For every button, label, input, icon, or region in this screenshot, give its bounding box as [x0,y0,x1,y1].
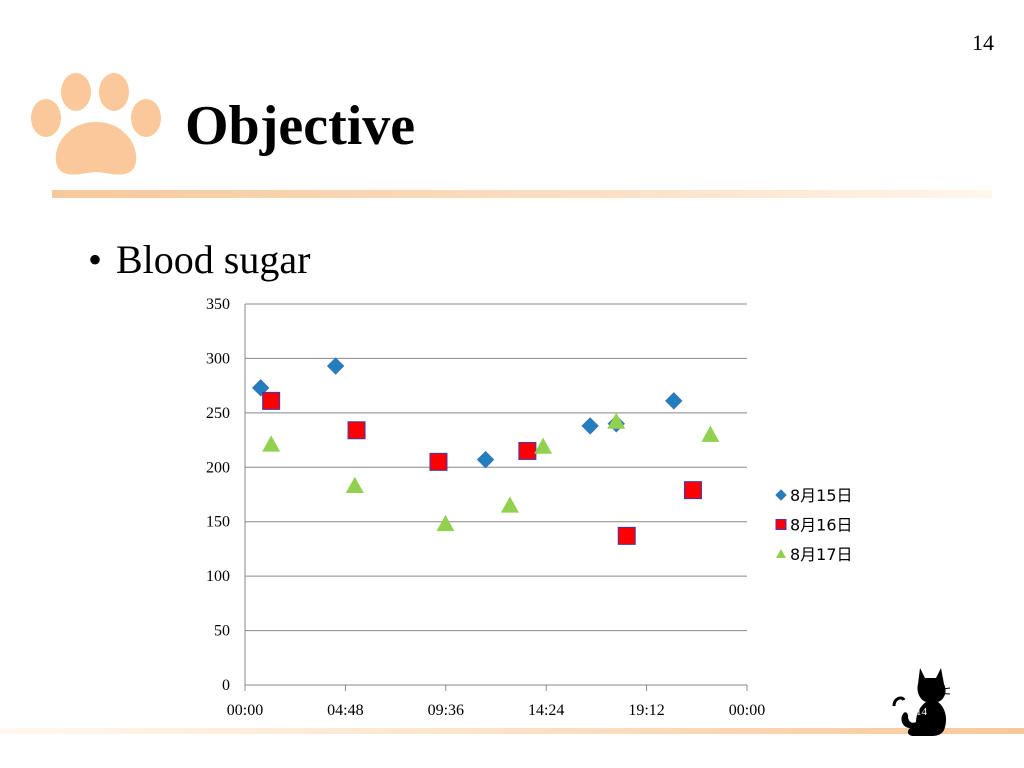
cat-page-number: 14 [916,706,927,718]
series-2-point [347,421,366,440]
y-tick-label: 100 [206,568,230,585]
legend-label-2: 8月16日 [790,516,853,535]
legend-marker-1 [775,489,787,501]
bullet-item: • Blood sugar [88,236,310,283]
slide-title: Objective [185,95,416,157]
series-1-point [476,450,495,469]
series-1-point [581,417,599,435]
bullet-marker: • [88,237,103,282]
y-tick-label: 250 [206,405,230,422]
x-tick-label: 09:36 [428,702,464,719]
series-3-point [701,425,720,442]
series-3-point [607,412,626,429]
x-tick-label: 00:00 [729,702,765,719]
bullet-text: Blood sugar [116,237,311,282]
series-2-point [683,481,702,500]
series-1-point [665,392,683,410]
x-tick-label: 14:24 [528,702,564,719]
series-3-point [500,496,519,513]
y-tick-label: 300 [206,350,230,367]
series-1-point [251,379,270,397]
series-3-point [345,476,364,493]
series-2-point [429,452,448,471]
series-2-point [262,391,281,410]
series-2-point [617,526,636,545]
legend-marker-2 [775,519,787,530]
y-tick-label: 350 [206,296,230,313]
x-tick-label: 04:48 [327,702,363,719]
y-tick-label: 150 [206,514,230,531]
legend-label-3: 8月17日 [790,545,853,564]
y-tick-label: 50 [214,623,230,640]
x-tick-label: 00:00 [227,702,263,719]
series-3-point [436,514,455,532]
legend-label-1: 8月15日 [790,486,853,505]
series-3-point [262,435,281,452]
blood-sugar-chart: 0 50 100 150 200 250 300 350 00:00 04:48 09:36 14:2… [206,296,853,719]
black-cat-icon [892,668,951,736]
legend-marker-3 [776,549,786,558]
series-1-point [326,357,345,375]
y-tick-label: 200 [206,459,230,476]
y-tick-label: 0 [222,677,230,694]
series-2-point [518,441,537,460]
paw-print-icon [31,73,161,175]
page-number: 14 [972,30,994,55]
x-tick-label: 19:12 [628,702,664,719]
footer-divider [0,728,1024,734]
series-3-point [534,437,553,454]
title-divider [52,190,992,198]
